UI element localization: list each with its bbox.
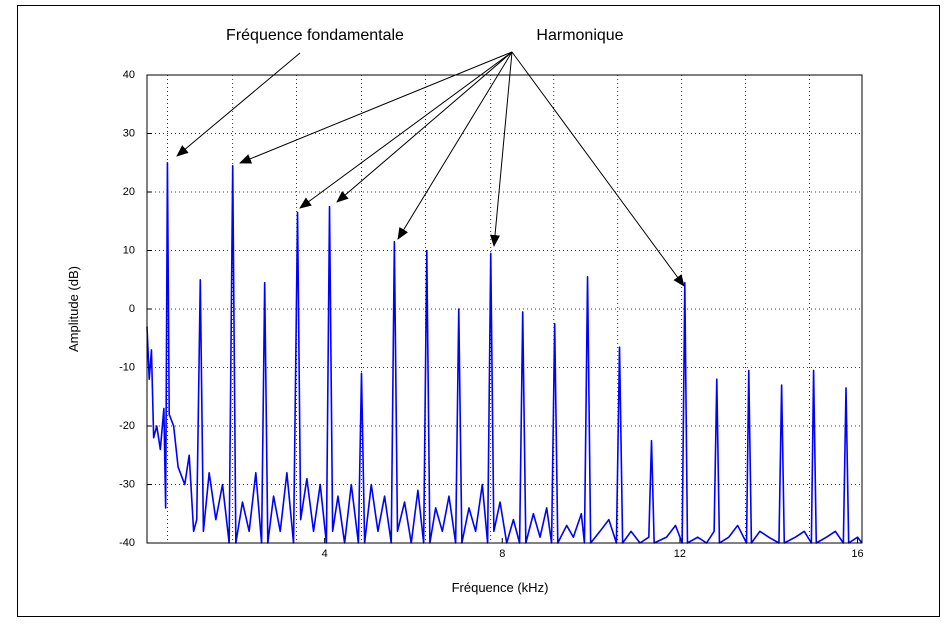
grid bbox=[147, 74, 862, 544]
arrow bbox=[239, 51, 513, 164]
x-tick-label: 12 bbox=[674, 548, 686, 560]
arrow bbox=[299, 51, 513, 209]
y-tick-label: -20 bbox=[119, 420, 135, 432]
y-axis-label: Amplitude (dB) bbox=[66, 266, 81, 352]
y-tick-label: -40 bbox=[119, 537, 135, 549]
series bbox=[146, 161, 863, 544]
y-tick-label: -10 bbox=[119, 361, 135, 373]
x-tick-label: 8 bbox=[499, 548, 505, 560]
plot-border bbox=[146, 74, 863, 544]
y-tick-label: 10 bbox=[123, 244, 135, 256]
arrow bbox=[336, 51, 513, 203]
annotation: Harmonique bbox=[536, 27, 623, 44]
x-tick-label: 16 bbox=[851, 548, 863, 560]
ticks: -40 -30 -20 -10 0 10 20 30 40 4 8 12 16 bbox=[119, 69, 864, 560]
y-tick-label: -30 bbox=[119, 478, 135, 490]
arrow bbox=[490, 51, 513, 247]
y-tick-label: 20 bbox=[123, 186, 135, 198]
annotation-arrows bbox=[176, 51, 685, 287]
x-axis-label: Fréquence (kHz) bbox=[452, 580, 549, 595]
x-tick-label: 4 bbox=[322, 548, 328, 560]
spectrum-line bbox=[146, 161, 863, 544]
y-tick-label: 0 bbox=[129, 303, 135, 315]
annotation: Fréquence fondamentale bbox=[226, 27, 404, 44]
arrow bbox=[176, 52, 301, 157]
arrow bbox=[511, 51, 685, 287]
y-tick-label: 30 bbox=[123, 127, 135, 139]
y-tick-label: 40 bbox=[123, 69, 135, 81]
arrow bbox=[397, 51, 513, 240]
frame bbox=[17, 5, 940, 617]
